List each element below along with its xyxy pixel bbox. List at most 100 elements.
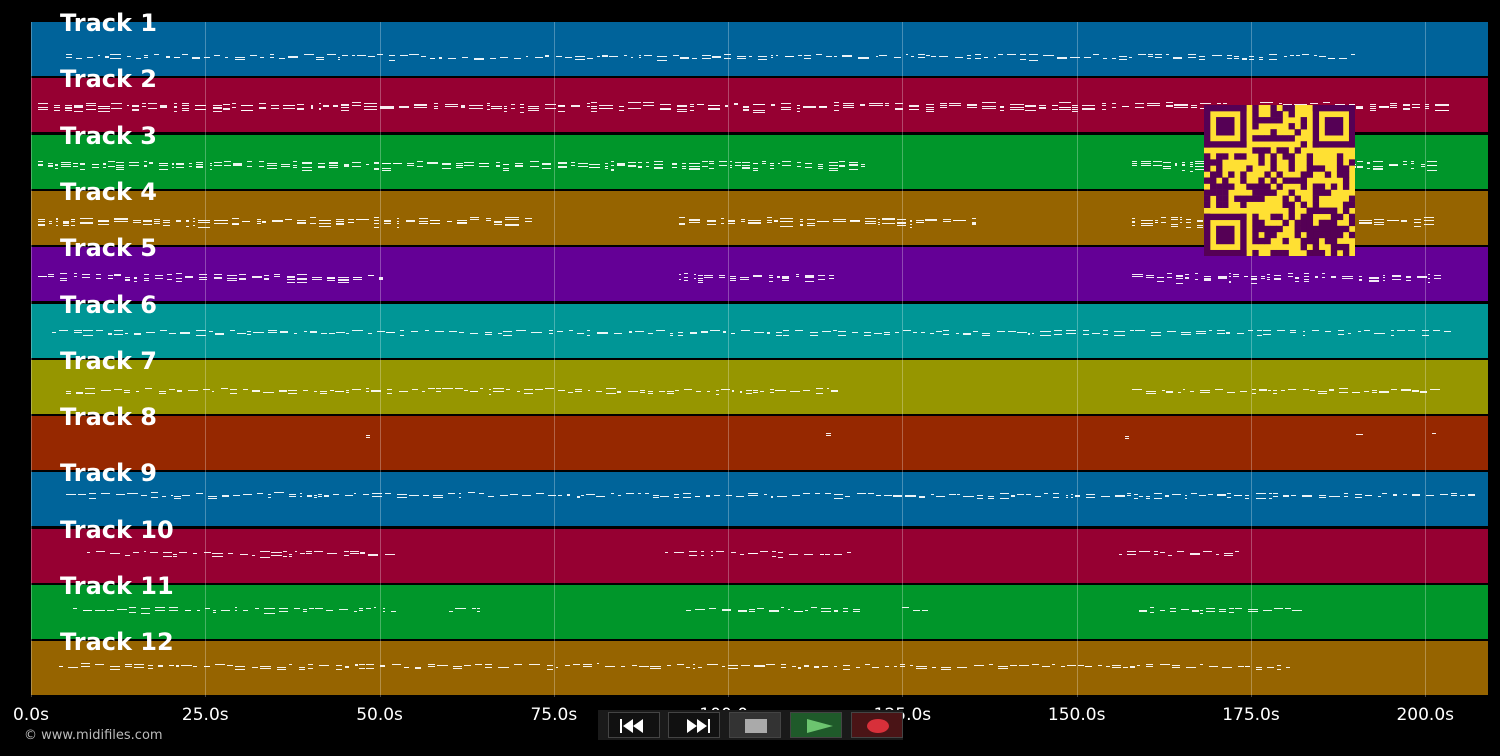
note-mark	[345, 495, 353, 497]
note-mark	[1174, 162, 1177, 164]
note-mark	[363, 103, 378, 104]
note-mark	[802, 106, 816, 108]
note-mark	[675, 389, 680, 391]
note-mark	[76, 391, 84, 393]
note-mark	[454, 388, 464, 390]
stop-button[interactable]	[729, 712, 781, 738]
note-mark	[817, 220, 829, 222]
track-row[interactable]	[31, 528, 1488, 585]
note-mark	[351, 105, 362, 107]
note-mark	[689, 163, 700, 165]
note-mark	[852, 332, 859, 334]
note-mark	[1010, 109, 1024, 111]
note-mark	[1207, 494, 1213, 496]
tick-label: 50.0s	[356, 705, 403, 725]
note-mark	[672, 164, 677, 166]
track-row[interactable]	[31, 472, 1488, 529]
note-mark	[258, 166, 264, 168]
note-mark	[81, 276, 90, 278]
note-mark	[1134, 106, 1144, 108]
track-row[interactable]	[31, 22, 1488, 78]
note-mark	[762, 161, 767, 163]
note-mark	[495, 166, 500, 168]
note-mark	[770, 56, 774, 58]
note-mark	[522, 495, 531, 497]
note-mark	[1285, 607, 1292, 609]
note-mark	[683, 496, 691, 498]
track-row[interactable]	[31, 585, 1488, 641]
note-mark	[1204, 275, 1212, 277]
note-mark	[301, 167, 312, 169]
note-mark	[351, 389, 362, 391]
note-mark	[611, 169, 614, 171]
note-mark	[1114, 495, 1126, 497]
note-mark	[884, 494, 892, 496]
note-mark	[1165, 105, 1173, 107]
note-mark	[895, 103, 904, 105]
track-row[interactable]	[31, 247, 1488, 304]
note-mark	[326, 54, 337, 56]
note-mark	[212, 552, 224, 554]
note-mark	[1344, 492, 1349, 494]
note-mark	[124, 333, 129, 335]
note-mark	[1315, 275, 1319, 277]
track-row[interactable]	[31, 641, 1488, 698]
note-mark	[1378, 105, 1389, 107]
track-label: Track 10	[60, 515, 174, 544]
note-mark	[691, 57, 697, 59]
note-mark	[149, 161, 153, 163]
note-mark	[1054, 330, 1063, 332]
note-mark	[113, 273, 122, 275]
note-mark	[1370, 109, 1376, 111]
note-mark	[962, 332, 972, 334]
note-mark	[842, 664, 850, 666]
note-mark	[1141, 222, 1154, 224]
note-mark	[524, 389, 534, 391]
note-mark	[770, 168, 774, 170]
note-mark	[1166, 54, 1169, 56]
note-mark	[460, 107, 465, 109]
note-mark	[252, 554, 256, 556]
rewind-button[interactable]	[608, 712, 660, 738]
note-mark	[1410, 162, 1415, 164]
note-mark	[982, 332, 991, 334]
note-mark	[681, 166, 687, 168]
track-notes	[31, 304, 1488, 358]
note-mark	[400, 334, 405, 336]
track-row[interactable]	[31, 416, 1488, 473]
note-mark	[359, 664, 365, 666]
note-mark	[1338, 391, 1348, 393]
note-mark	[319, 103, 322, 105]
note-mark	[597, 55, 600, 57]
note-mark	[782, 161, 791, 163]
track-row[interactable]	[31, 359, 1488, 416]
record-button[interactable]	[851, 712, 903, 738]
track-row[interactable]	[31, 303, 1488, 360]
note-mark	[113, 218, 128, 220]
note-mark	[296, 282, 307, 284]
note-mark	[777, 162, 780, 164]
note-mark	[718, 274, 726, 276]
fast-forward-button[interactable]	[668, 712, 720, 738]
note-mark	[773, 221, 778, 223]
note-mark	[1182, 164, 1186, 166]
note-mark	[1195, 332, 1207, 334]
note-mark	[267, 164, 277, 166]
note-mark	[86, 551, 90, 553]
note-mark	[918, 495, 925, 497]
note-mark	[154, 607, 165, 609]
note-mark	[83, 334, 94, 336]
note-mark	[729, 275, 737, 277]
note-mark	[336, 219, 344, 221]
note-mark	[780, 103, 792, 105]
note-mark	[1141, 219, 1154, 221]
play-button[interactable]	[790, 712, 842, 738]
note-mark	[1200, 102, 1211, 104]
note-mark	[1397, 330, 1405, 332]
note-mark	[648, 332, 653, 334]
note-mark	[432, 496, 444, 498]
note-mark	[1406, 275, 1411, 277]
note-mark	[780, 107, 792, 109]
note-mark	[1194, 169, 1206, 170]
note-mark	[242, 610, 249, 612]
